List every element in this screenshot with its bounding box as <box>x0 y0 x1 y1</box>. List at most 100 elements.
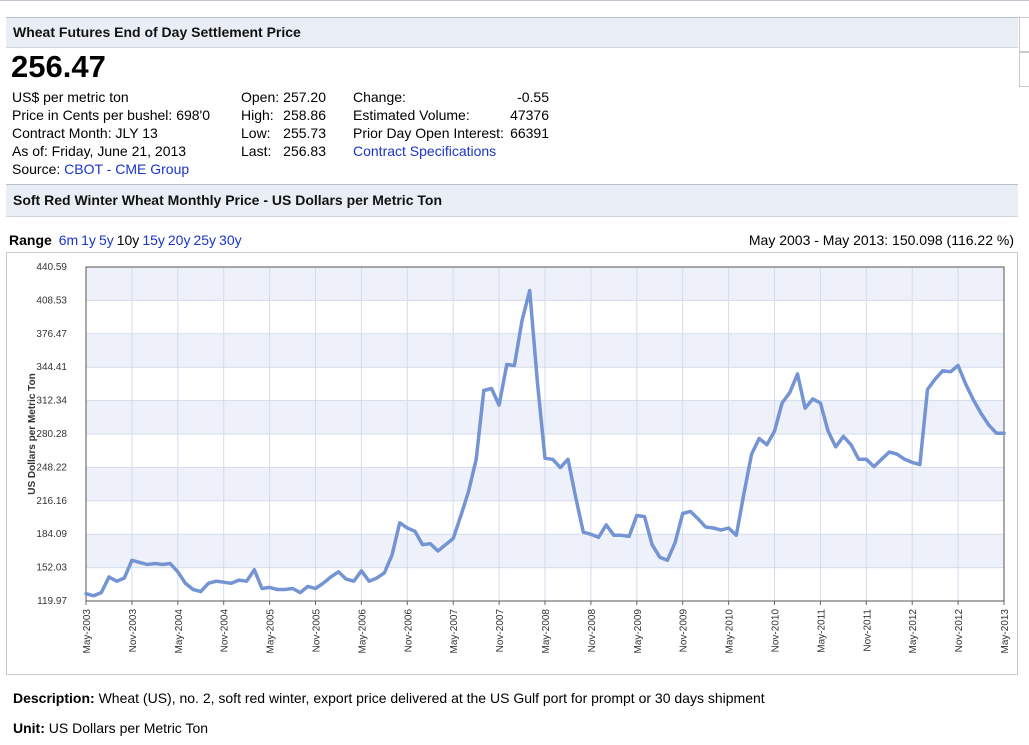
range-option-30y[interactable]: 30y <box>219 232 242 248</box>
data-point <box>674 541 676 544</box>
contract-specifications-link[interactable]: Contract Specifications <box>353 143 497 159</box>
y-tick-label: 184.09 <box>36 529 67 540</box>
data-point <box>498 404 500 406</box>
data-point <box>873 465 875 468</box>
data-point <box>322 582 324 585</box>
y-tick-label: 440.59 <box>36 262 67 273</box>
data-point <box>521 319 523 322</box>
range-option-25y[interactable]: 25y <box>193 232 217 248</box>
x-tick-label: May-2012 <box>908 609 919 654</box>
data-point <box>452 537 455 540</box>
data-point <box>506 363 508 366</box>
cme-group-link[interactable]: CME Group <box>115 161 190 177</box>
last-value: 256.83 <box>283 143 326 159</box>
data-point <box>712 527 715 529</box>
data-point <box>345 578 347 580</box>
data-point <box>720 529 722 531</box>
open-interest-value: 66391 <box>510 125 549 141</box>
data-point <box>689 510 692 513</box>
change-label: Change: <box>353 89 406 105</box>
data-point <box>375 577 378 579</box>
data-point <box>238 579 240 581</box>
change-value: -0.55 <box>517 89 549 105</box>
data-point <box>551 458 554 461</box>
range-option-6m[interactable]: 6m <box>58 232 79 248</box>
quote-labels: Open: High: Low: Last: <box>241 88 279 160</box>
data-point <box>651 543 653 546</box>
range-label: Range <box>9 232 52 248</box>
x-tick-label: May-2009 <box>633 609 644 654</box>
data-point <box>100 591 103 594</box>
data-point <box>192 588 194 591</box>
x-tick-label: Nov-2007 <box>495 609 506 653</box>
data-point <box>513 364 516 367</box>
x-tick-label: May-2013 <box>1000 609 1011 654</box>
data-point <box>108 576 110 578</box>
data-point <box>437 550 439 552</box>
data-point <box>865 458 868 461</box>
y-tick-label: 248.22 <box>36 462 67 473</box>
data-point <box>949 371 952 373</box>
data-point <box>804 407 806 409</box>
range-option-5y[interactable]: 5y <box>98 232 114 248</box>
data-point <box>773 430 776 432</box>
data-point <box>704 526 707 528</box>
stats-labels: Change: Estimated Volume: Prior Day Open… <box>353 88 504 160</box>
range-option-15y[interactable]: 15y <box>142 232 165 248</box>
settlement-price: 256.47 <box>11 49 106 84</box>
data-point <box>812 398 814 400</box>
data-point <box>460 514 462 517</box>
data-point <box>850 443 852 446</box>
data-point <box>957 364 959 367</box>
data-point <box>597 536 600 539</box>
data-point <box>131 559 133 562</box>
open-interest-label: Prior Day Open Interest: <box>353 125 504 141</box>
data-point <box>766 443 768 446</box>
data-point <box>643 515 646 518</box>
cents-line: Price in Cents per bushel: 698'0 <box>12 107 211 123</box>
unit-text: US Dollars per Metric Ton <box>48 720 209 736</box>
x-tick-label: Nov-2004 <box>220 609 231 653</box>
description: Description: Wheat (US), no. 2, soft red… <box>13 690 765 706</box>
x-tick-label: May-2007 <box>449 609 460 654</box>
data-point <box>896 453 898 455</box>
data-point <box>620 534 623 537</box>
data-point <box>444 543 447 546</box>
x-tick-label: May-2003 <box>82 609 93 654</box>
range-option-10y[interactable]: 10y <box>116 232 140 248</box>
y-tick-label: 216.16 <box>36 496 67 507</box>
data-point <box>919 463 921 466</box>
top-divider <box>0 0 1029 1</box>
data-point <box>207 582 210 585</box>
cbot-link[interactable]: CBOT <box>64 161 103 177</box>
quote-values: 257.20 258.86 255.73 256.83 <box>276 88 326 160</box>
data-point <box>559 466 562 469</box>
x-tick-label: Nov-2012 <box>954 609 965 653</box>
data-point <box>490 387 493 390</box>
data-point <box>796 373 799 375</box>
chart-frame: 119.97 152.03 184.09 216.16 248.22 280.28 312.… <box>6 252 1018 675</box>
data-point <box>330 576 332 578</box>
data-point <box>659 556 661 558</box>
data-point <box>467 490 470 493</box>
as-of-date: As of: Friday, June 21, 2013 <box>12 143 187 159</box>
data-point <box>911 461 913 464</box>
data-point <box>200 590 202 593</box>
data-point <box>750 453 753 455</box>
data-point <box>880 458 883 461</box>
data-point <box>92 595 95 597</box>
data-point <box>636 514 638 517</box>
data-point <box>528 289 531 292</box>
range-option-1y[interactable]: 1y <box>81 232 96 248</box>
x-tick-label: May-2004 <box>174 609 185 654</box>
data-point <box>834 446 837 448</box>
data-point <box>314 587 317 590</box>
data-point <box>857 458 860 461</box>
data-point <box>421 543 424 546</box>
data-point <box>567 458 569 461</box>
data-point <box>980 412 982 415</box>
x-tick-label: Nov-2010 <box>771 609 782 653</box>
x-tick-label: May-2008 <box>541 609 552 654</box>
data-point <box>842 435 845 438</box>
range-option-20y[interactable]: 20y <box>167 232 191 248</box>
